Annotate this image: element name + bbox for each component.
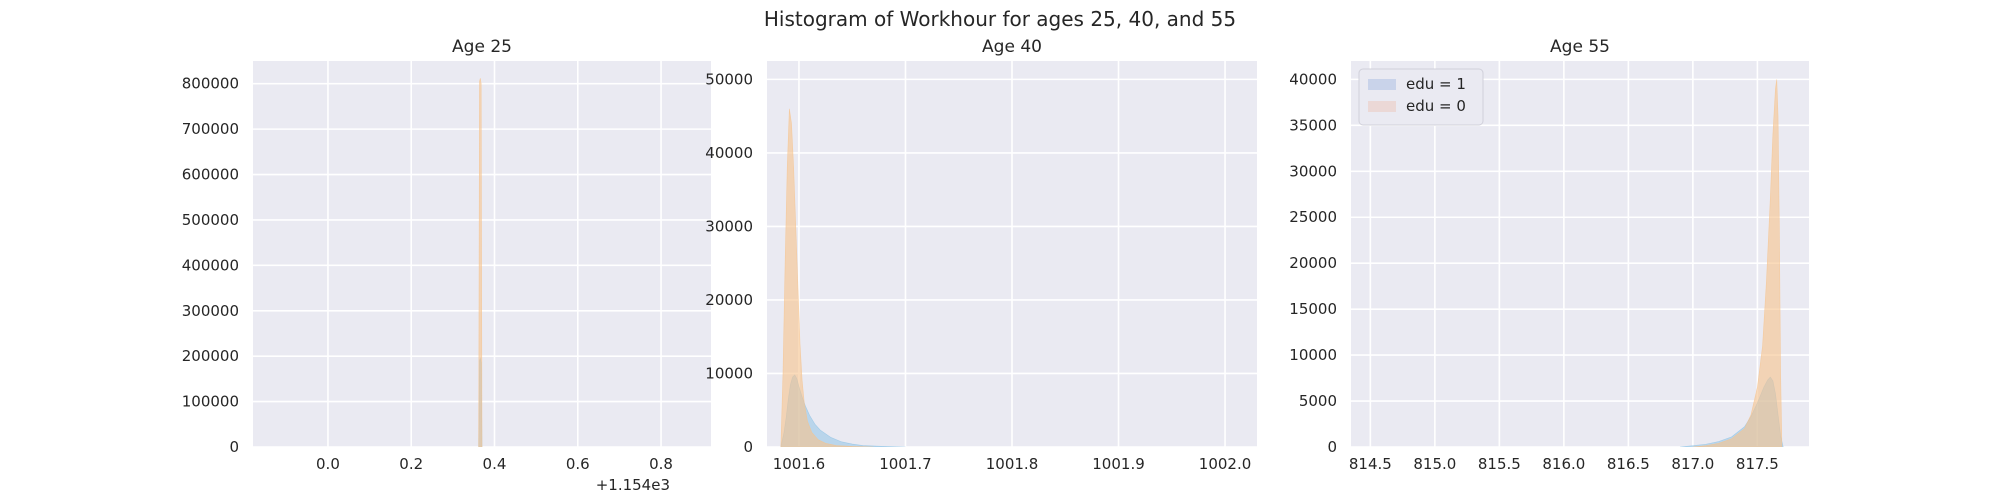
x-tick-label: 0.6 bbox=[566, 455, 590, 473]
y-tick-label: 500000 bbox=[182, 211, 239, 229]
y-tick-label: 100000 bbox=[182, 393, 239, 411]
x-tick-label: 1001.9 bbox=[1092, 455, 1145, 473]
x-tick-label: 1002.0 bbox=[1199, 455, 1252, 473]
y-tick-label: 200000 bbox=[182, 347, 239, 365]
panel-2: 1001.6 1001.7 1001.8 1001.9 1002.0 0 10000 2000… bbox=[705, 37, 1257, 473]
x-tick-label: 1001.8 bbox=[986, 455, 1039, 473]
y-tick-label: 5000 bbox=[1299, 392, 1337, 410]
x-tick-label: 814.5 bbox=[1349, 455, 1392, 473]
legend: edu = 1 edu = 0 bbox=[1358, 68, 1484, 126]
y-tick-label: 40000 bbox=[705, 144, 753, 162]
x-tick-label: 815.0 bbox=[1413, 455, 1456, 473]
y-tick-label: 0 bbox=[229, 438, 239, 456]
x-tick-label: 0.4 bbox=[483, 455, 507, 473]
y-tick-label: 300000 bbox=[182, 302, 239, 320]
series-layer bbox=[478, 78, 483, 447]
x-tick-label: 816.0 bbox=[1542, 455, 1585, 473]
legend-label: edu = 0 bbox=[1406, 97, 1466, 115]
y-tick-label: 400000 bbox=[182, 256, 239, 274]
x-tick-label: 1001.6 bbox=[773, 455, 826, 473]
y-tick-label: 20000 bbox=[705, 291, 753, 309]
y-tick-label: 25000 bbox=[1289, 208, 1337, 226]
figure-title: Histogram of Workhour for ages 25, 40, a… bbox=[764, 7, 1236, 31]
panel-title: Age 40 bbox=[982, 37, 1042, 57]
y-tick-label: 30000 bbox=[1289, 162, 1337, 180]
legend-swatch-edu0 bbox=[1368, 101, 1396, 112]
y-tick-label: 20000 bbox=[1289, 254, 1337, 272]
panel-title: Age 25 bbox=[452, 37, 512, 57]
y-tick-label: 35000 bbox=[1289, 116, 1337, 134]
y-tick-label: 10000 bbox=[1289, 346, 1337, 364]
x-tick-label: 1001.7 bbox=[879, 455, 932, 473]
panels: 0.0 0.2 0.4 0.6 0.80100000200000300000400000… bbox=[182, 37, 1809, 494]
x-tick-label: 0.0 bbox=[316, 455, 340, 473]
y-tick-label: 0 bbox=[743, 438, 753, 456]
y-tick-label: 30000 bbox=[705, 217, 753, 235]
y-tick-label: 800000 bbox=[182, 75, 239, 93]
panel-title: Age 55 bbox=[1550, 37, 1610, 57]
x-tick-label: 817.0 bbox=[1671, 455, 1714, 473]
series-layer bbox=[780, 108, 906, 447]
panel-1: 0.0 0.2 0.4 0.6 0.8 0 100000 200000 300000 400000… bbox=[182, 37, 711, 494]
x-tick-label: 816.5 bbox=[1607, 455, 1650, 473]
y-tick-label: 15000 bbox=[1289, 300, 1337, 318]
x-tick-label: 815.5 bbox=[1478, 455, 1521, 473]
histogram-series-edu0 bbox=[780, 108, 874, 447]
x-tick-label: 817.5 bbox=[1736, 455, 1779, 473]
x-tick-label: 0.2 bbox=[399, 455, 423, 473]
histogram-series-edu0 bbox=[478, 78, 483, 447]
series-layer bbox=[1679, 79, 1784, 447]
legend-label: edu = 1 bbox=[1406, 75, 1466, 93]
histogram-series-edu0 bbox=[1692, 79, 1783, 447]
y-tick-label: 0 bbox=[1327, 438, 1337, 456]
y-tick-label: 10000 bbox=[705, 364, 753, 382]
legend-swatch-edu1 bbox=[1368, 79, 1396, 90]
y-tick-label: 50000 bbox=[705, 70, 753, 88]
x-tick-label: 0.8 bbox=[649, 455, 673, 473]
y-tick-label: 40000 bbox=[1289, 70, 1337, 88]
y-tick-label: 700000 bbox=[182, 120, 239, 138]
y-tick-label: 600000 bbox=[182, 166, 239, 184]
x-offset-label: +1.154e3 bbox=[596, 476, 670, 494]
